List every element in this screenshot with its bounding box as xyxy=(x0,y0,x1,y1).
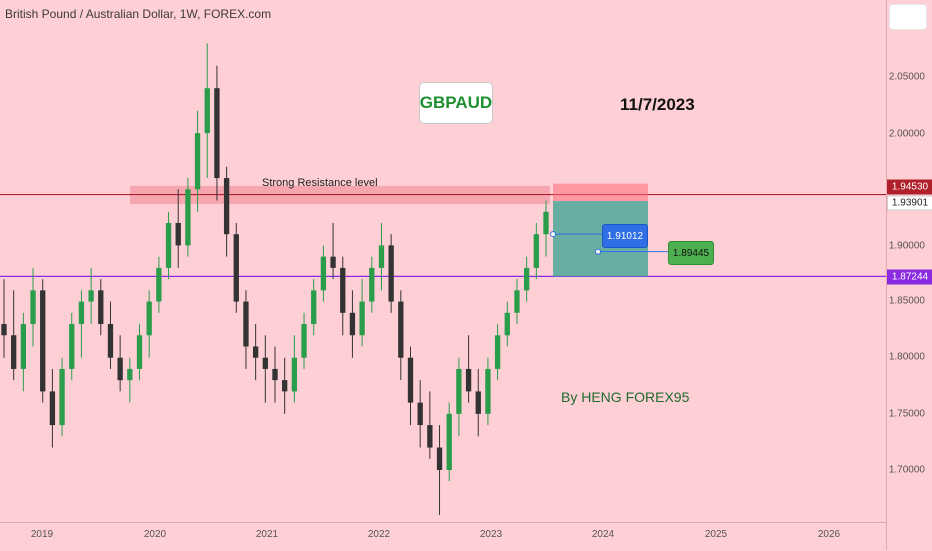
candle-body xyxy=(59,368,65,426)
date-label: 11/7/2023 xyxy=(620,95,695,114)
target-point xyxy=(595,248,601,255)
candle-body xyxy=(465,368,472,392)
candle-body xyxy=(533,234,539,268)
candle-body xyxy=(214,88,220,179)
candle-body xyxy=(504,312,510,336)
price-axis[interactable]: 2.05000 2.00000 1.90000 1.85000 1.80000 … xyxy=(886,0,932,550)
candle-body xyxy=(388,245,394,302)
candle-body xyxy=(407,357,414,403)
candle-body xyxy=(136,335,143,369)
candle-body xyxy=(1,324,7,336)
candle-body xyxy=(262,357,268,369)
candle-body xyxy=(330,256,336,268)
candle-body xyxy=(340,267,346,313)
pair-title: British Pound / Australian Dollar, 1W, F… xyxy=(5,7,272,21)
candle-body xyxy=(252,346,259,358)
resistance-price-badge: 1.94530 xyxy=(887,179,932,195)
time-tick: 2023 xyxy=(479,529,503,540)
price-tick: 2.00000 xyxy=(888,128,925,140)
candle-body xyxy=(349,312,356,336)
time-axis[interactable]: 2019 2020 2021 2022 2023 2024 2025 2026 xyxy=(0,522,886,551)
candle-body xyxy=(49,391,56,426)
candle-body xyxy=(185,189,191,246)
candle-body xyxy=(456,368,462,414)
candle-body xyxy=(107,324,114,358)
price-tick: 1.75000 xyxy=(888,408,925,420)
candle-body xyxy=(311,290,317,325)
candle-body xyxy=(301,324,307,358)
time-tick: 2024 xyxy=(591,529,615,540)
candle-body xyxy=(378,245,385,268)
candle-body xyxy=(359,301,365,336)
candle-body xyxy=(69,324,75,369)
candle-body xyxy=(156,267,162,302)
time-tick: 2019 xyxy=(30,529,54,540)
candle-body xyxy=(272,368,278,381)
chart-canvas[interactable] xyxy=(0,0,886,522)
chart-settings-button[interactable] xyxy=(889,4,927,30)
candle-body xyxy=(194,133,201,190)
candle-body xyxy=(117,357,123,381)
candle-body xyxy=(417,402,423,426)
candle-body xyxy=(127,368,133,381)
candle-body xyxy=(475,391,481,414)
candle-body xyxy=(204,88,210,134)
time-tick: 2021 xyxy=(255,529,279,540)
price-tick: 2.05000 xyxy=(888,71,925,83)
candle-body xyxy=(243,301,249,347)
candle-body xyxy=(40,290,46,392)
time-tick: 2020 xyxy=(143,529,167,540)
candle-body xyxy=(20,324,27,369)
chart-area[interactable]: British Pound / Australian Dollar, 1W, F… xyxy=(0,0,886,522)
candle-body xyxy=(175,222,181,246)
candle-body xyxy=(398,301,404,358)
support-price-badge: 1.87244 xyxy=(887,269,932,285)
current-price-badge: 1.93901 xyxy=(887,195,932,211)
resistance-label: Strong Resistance level xyxy=(262,177,378,189)
candle-body xyxy=(165,222,172,268)
candle-body xyxy=(223,178,230,235)
price-tick: 1.80000 xyxy=(888,351,925,363)
candle-body xyxy=(446,413,452,470)
candle-body xyxy=(233,234,239,302)
signature-label: By HENG FOREX95 xyxy=(561,389,690,405)
candle-body xyxy=(485,368,491,414)
candle-body xyxy=(427,425,433,448)
candle-body xyxy=(30,290,36,325)
candle-body xyxy=(78,301,85,325)
candle-body xyxy=(291,357,298,392)
target-price-tag[interactable]: 1.89445 xyxy=(668,241,714,265)
candle-body xyxy=(369,267,375,302)
candle-body xyxy=(523,267,530,291)
time-tick: 2026 xyxy=(817,529,841,540)
candle-body xyxy=(543,211,549,235)
time-tick: 2025 xyxy=(704,529,728,540)
ticker-label: GBPAUD xyxy=(419,82,493,124)
price-tick: 1.70000 xyxy=(888,464,925,476)
candle-body xyxy=(320,256,327,291)
price-tick: 1.85000 xyxy=(888,295,925,307)
time-tick: 2022 xyxy=(367,529,391,540)
price-tick: 1.90000 xyxy=(888,240,925,252)
candle-body xyxy=(98,290,104,325)
candle-body xyxy=(11,335,17,369)
candle-body xyxy=(88,290,94,302)
candle-body xyxy=(436,447,443,470)
candle-body xyxy=(282,380,288,392)
entry-point xyxy=(550,231,556,238)
stop-zone xyxy=(553,183,648,202)
candle-body xyxy=(514,290,520,313)
candle-body xyxy=(146,301,152,336)
entry-price-tag[interactable]: 1.91012 xyxy=(602,224,648,248)
candle-body xyxy=(494,335,501,369)
